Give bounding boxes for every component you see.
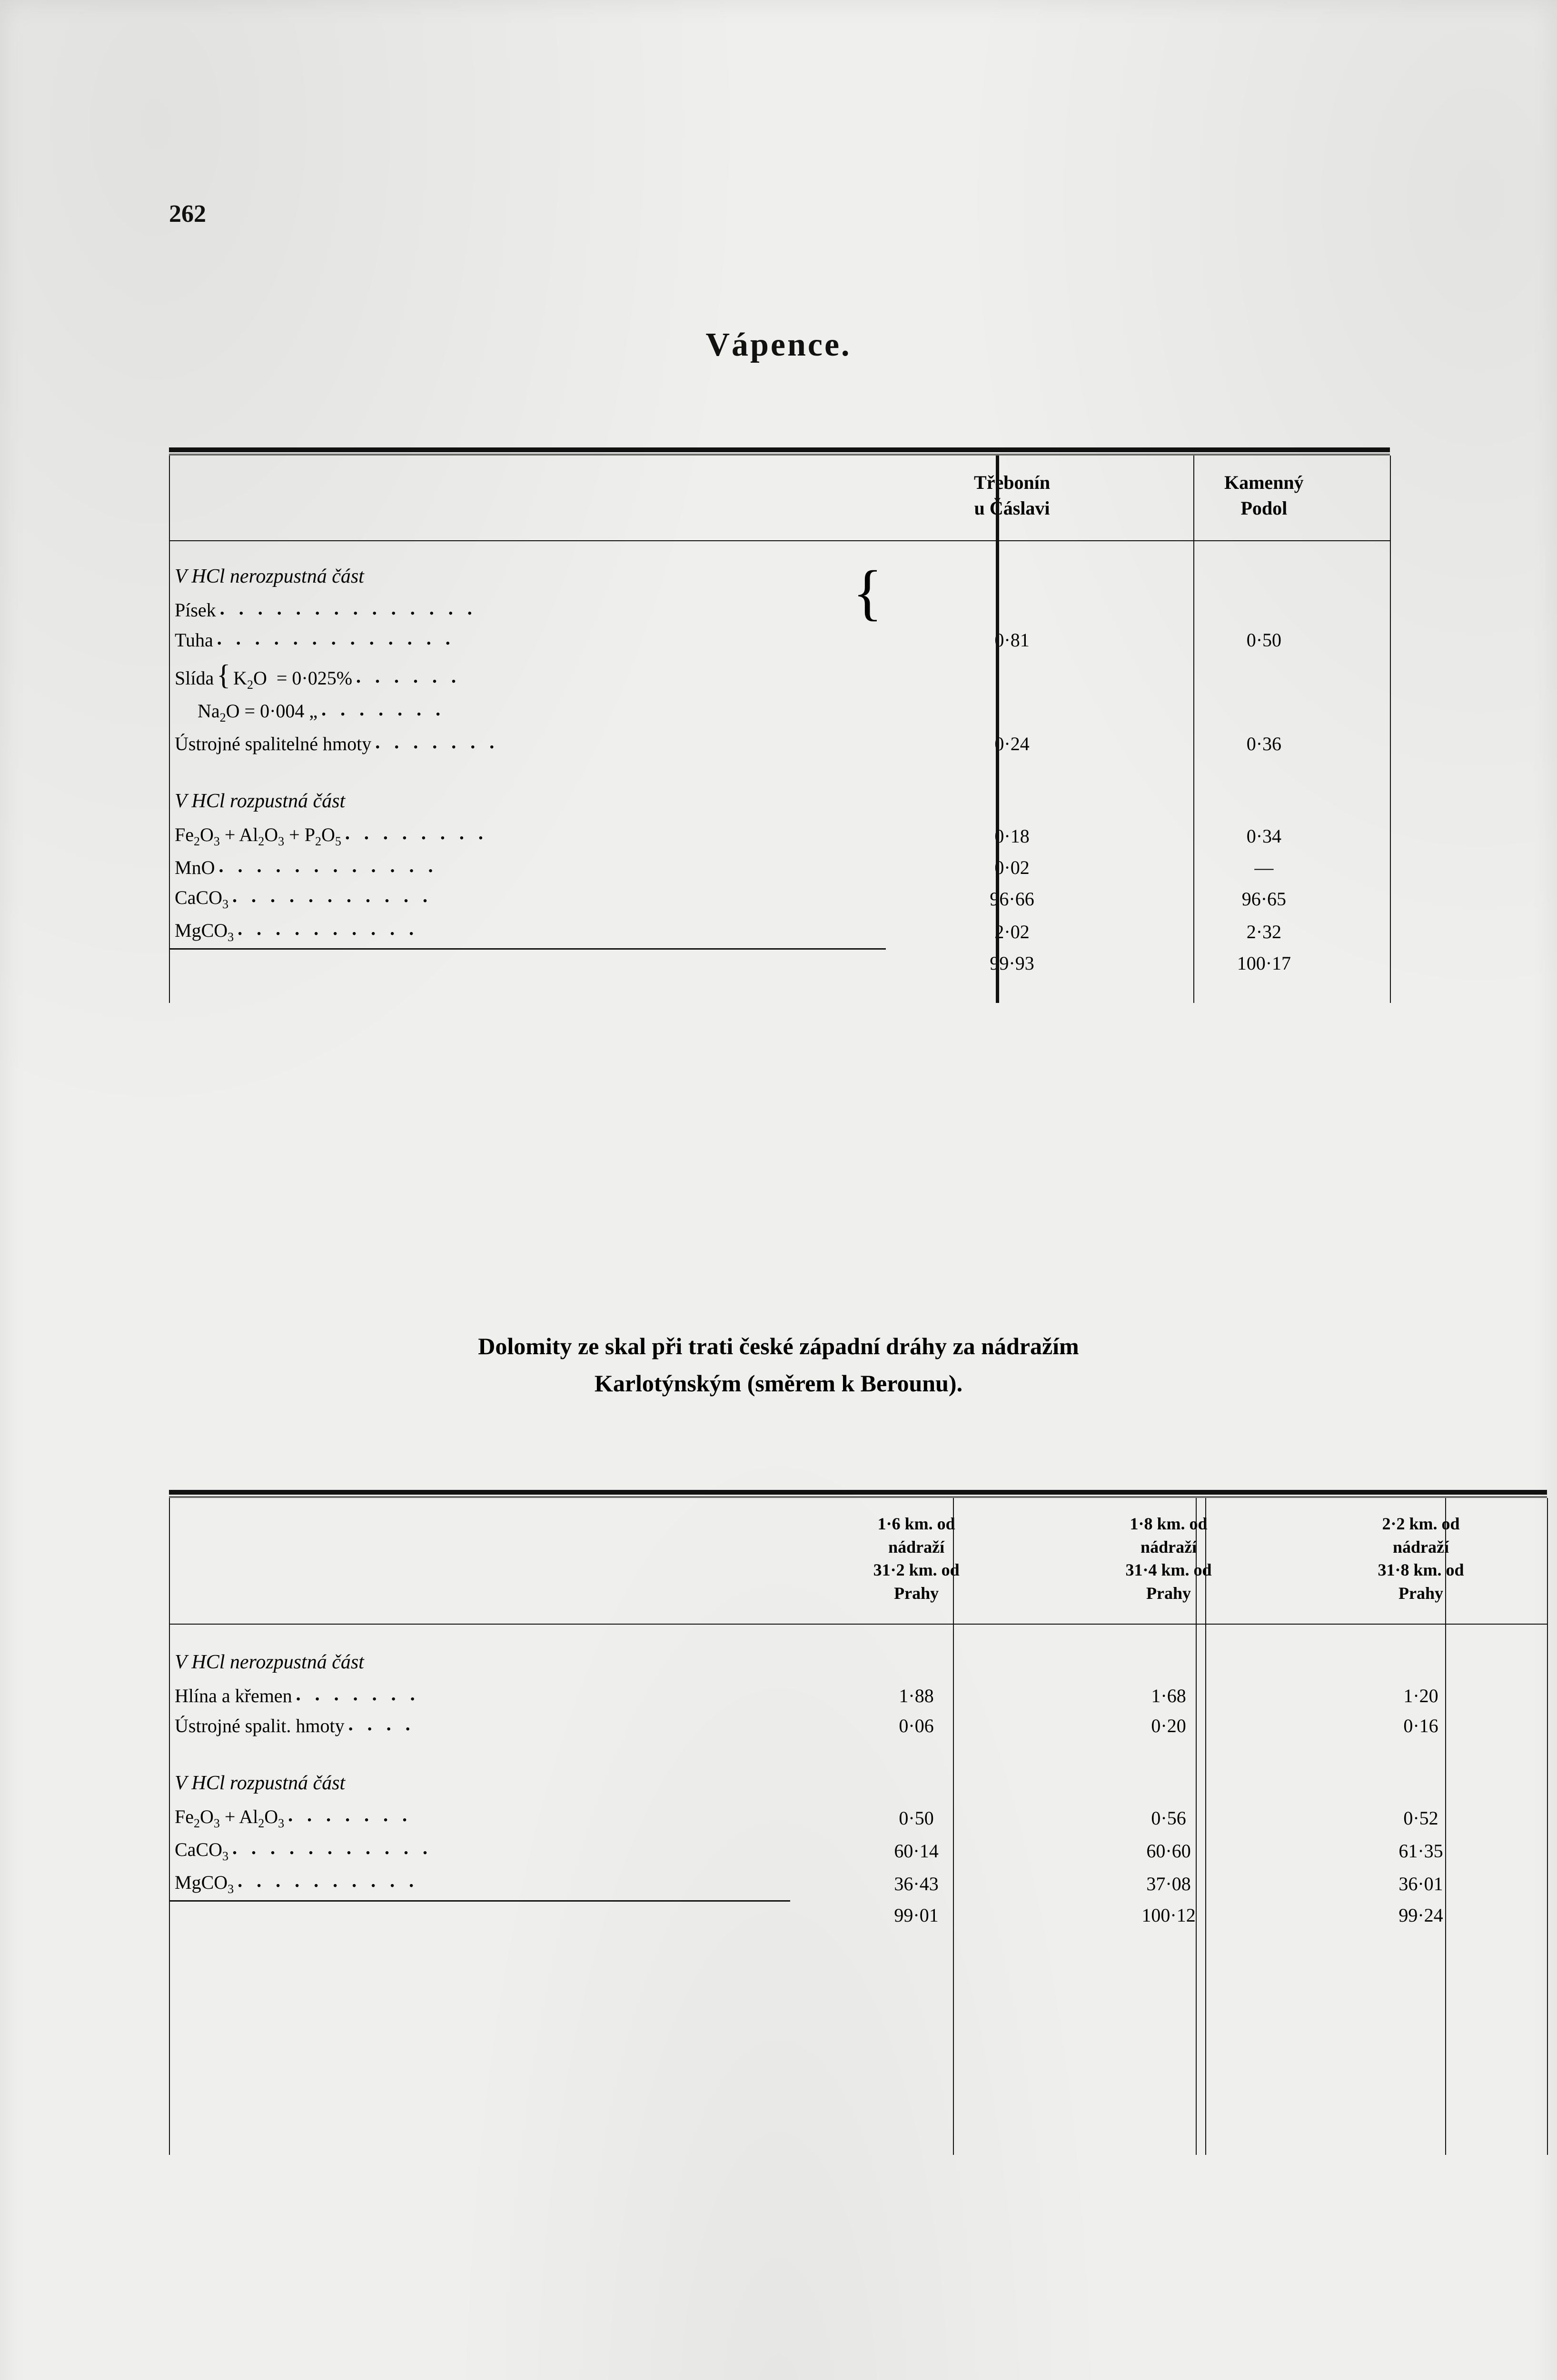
table1-row-value-mgco3-col2: 2·32 (1138, 915, 1390, 948)
table1-row-value-ustrojne-col2: 0·36 (1138, 729, 1390, 759)
table1-row-value-ustrojne-col1: 0·24 (886, 729, 1138, 759)
table1-header-blank (169, 456, 886, 536)
table-dolomite: 1·6 km. od nádraží 31·2 km. od Prahy 1·8… (169, 1490, 1547, 1930)
table1-row-label-slida-k2o: Slída { K2O = 0·025% . . . . . . (169, 655, 886, 696)
table2-row-value-ustrojne-col2: 0·20 (1042, 1711, 1295, 1741)
table1-section1-title: V HCl nerozpustná část (169, 553, 886, 595)
table2-row-value-fe2o3-col1: 0·50 (790, 1802, 1042, 1835)
table1-row-value-caco3-col1: 96·66 (886, 883, 1138, 915)
page-number: 262 (169, 200, 206, 228)
table1-row-value-tuha-col2: 0·50 (1138, 625, 1390, 655)
table1-row-value-caco3-col2: 96·65 (1138, 883, 1390, 915)
table1-row-value-pisek-col1: { (886, 595, 1138, 625)
table2-total-col3: 99·24 (1295, 1900, 1547, 1930)
table1-header-col1: Třebonín u Čáslavi (886, 456, 1138, 536)
table1-row-value-tuha-col1: 0·81 (886, 625, 1138, 655)
table1-row-value-mgco3-col1: 2·02 (886, 915, 1138, 948)
table2-row-label-ustrojne: Ústrojné spalit. hmoty . . . . (169, 1711, 790, 1741)
scanned-page: 262 Vápence. Třebonín u Čáslavi Kamenný … (0, 0, 1557, 2380)
brace-icon: { (853, 562, 882, 624)
table1-row-label-ustrojne: Ústrojné spalitelné hmoty . . . . . . . (169, 729, 886, 759)
table2-section1-title: V HCl nerozpustná část (169, 1639, 790, 1681)
table1-header-col2: Kamenný Podol (1138, 456, 1390, 536)
table1-row-label-caco3: CaCO3 . . . . . . . . . . . (169, 883, 886, 915)
table2-row-value-mgco3-col3: 36·01 (1295, 1867, 1547, 1900)
table2-row-value-hlina-col2: 1·68 (1042, 1681, 1295, 1711)
table1-row-value-mno-col2: — (1138, 853, 1390, 883)
table2-header-col1: 1·6 km. od nádraží 31·2 km. od Prahy (790, 1498, 1042, 1619)
table1-total-col2: 100·17 (1138, 948, 1390, 978)
table1-row-label-fe2o3: Fe2O3 + Al2O3 + P2O5 . . . . . . . . (169, 820, 886, 853)
table2-row-value-fe2o3-col3: 0·52 (1295, 1802, 1547, 1835)
table1-top-rule (169, 447, 1390, 452)
main-title: Vápence. (0, 326, 1557, 364)
table1-row-value-pisek-col2 (1138, 595, 1390, 625)
table2-section2-title: V HCl rozpustná část (169, 1760, 790, 1802)
table1-row-value-fe2o3-col2: 0·34 (1138, 820, 1390, 853)
table2-row-value-ustrojne-col3: 0·16 (1295, 1711, 1547, 1741)
table1-row-value-mno-col1: 0·02 (886, 853, 1138, 883)
table2-header-col2: 1·8 km. od nádraží 31·4 km. od Prahy (1042, 1498, 1295, 1619)
table2-row-value-mgco3-col2: 37·08 (1042, 1867, 1295, 1900)
table1-row-value-fe2o3-col1: 0·18 (886, 820, 1138, 853)
table2-header-col3: 2·2 km. od nádraží 31·8 km. od Prahy (1295, 1498, 1547, 1619)
table2-row-value-caco3-col3: 61·35 (1295, 1835, 1547, 1867)
table2-row-label-mgco3: MgCO3 . . . . . . . . . . (169, 1867, 790, 1900)
table2-total-col2: 100·12 (1042, 1900, 1295, 1930)
table2-header-blank (169, 1498, 790, 1619)
dolomite-section-heading: Dolomity ze skal při trati české západní… (0, 1328, 1557, 1402)
table2-row-value-hlina-col3: 1·20 (1295, 1681, 1547, 1711)
table-limestone: Třebonín u Čáslavi Kamenný Podol V HCl n… (169, 447, 1390, 978)
table2-row-value-caco3-col2: 60·60 (1042, 1835, 1295, 1867)
table2-row-value-ustrojne-col1: 0·06 (790, 1711, 1042, 1741)
table2-row-value-caco3-col1: 60·14 (790, 1835, 1042, 1867)
table1-row-label-tuha: Tuha . . . . . . . . . . . . . (169, 625, 886, 655)
table1-row-label-pisek: Písek . . . . . . . . . . . . . . (169, 595, 886, 625)
table1-row-label-mgco3: MgCO3 . . . . . . . . . . (169, 915, 886, 948)
table2-top-rule (169, 1490, 1547, 1495)
table2-row-value-mgco3-col1: 36·43 (790, 1867, 1042, 1900)
table2-total-col1: 99·01 (790, 1900, 1042, 1930)
table1-section2-title: V HCl rozpustná část (169, 778, 886, 820)
table2-row-value-fe2o3-col2: 0·56 (1042, 1802, 1295, 1835)
table1-row-label-slida-na2o: Na2O = 0·004 „ . . . . . . . (169, 696, 886, 729)
table1-total-col1: 99·93 (886, 948, 1138, 978)
table2-row-label-caco3: CaCO3 . . . . . . . . . . . (169, 1835, 790, 1867)
table2-row-value-hlina-col1: 1·88 (790, 1681, 1042, 1711)
table2-row-label-fe2o3: Fe2O3 + Al2O3 . . . . . . . (169, 1802, 790, 1835)
table2-row-label-hlina: Hlína a křemen . . . . . . . (169, 1681, 790, 1711)
table1-row-label-mno: MnO . . . . . . . . . . . . (169, 853, 886, 883)
